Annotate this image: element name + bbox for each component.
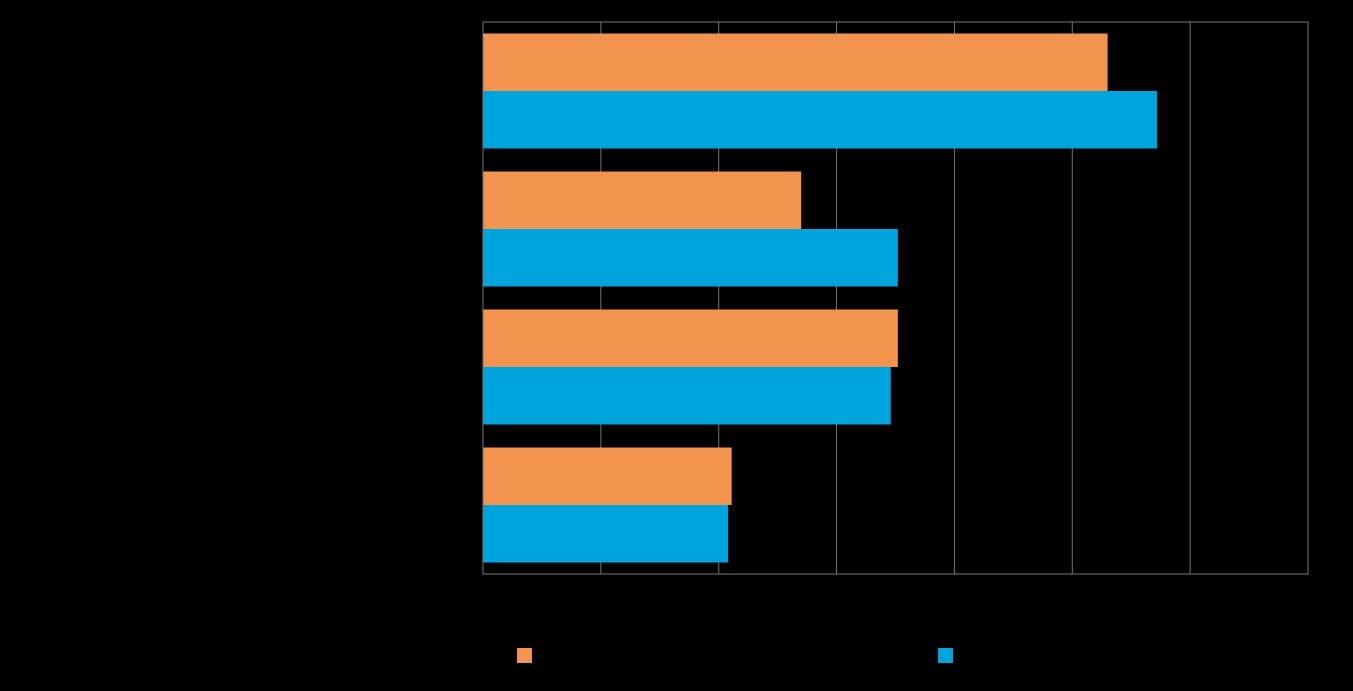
axes: [482, 21, 1309, 575]
legend: [517, 648, 953, 663]
legend-swatch-series-2: [938, 648, 953, 663]
bar-series-1-category-2: [483, 171, 802, 229]
plot-area-border: [482, 21, 1309, 575]
bar-series-2-category-4: [483, 505, 729, 563]
bar-series-2-category-1: [483, 91, 1158, 149]
bar-series-2-category-3: [483, 367, 891, 425]
bars: [483, 33, 1158, 563]
bar-series-1-category-4: [483, 447, 732, 505]
bar-series-2-category-2: [483, 229, 898, 287]
bar-series-1-category-3: [483, 309, 898, 367]
legend-swatch-series-1: [517, 648, 532, 663]
bar-series-1-category-1: [483, 33, 1108, 91]
